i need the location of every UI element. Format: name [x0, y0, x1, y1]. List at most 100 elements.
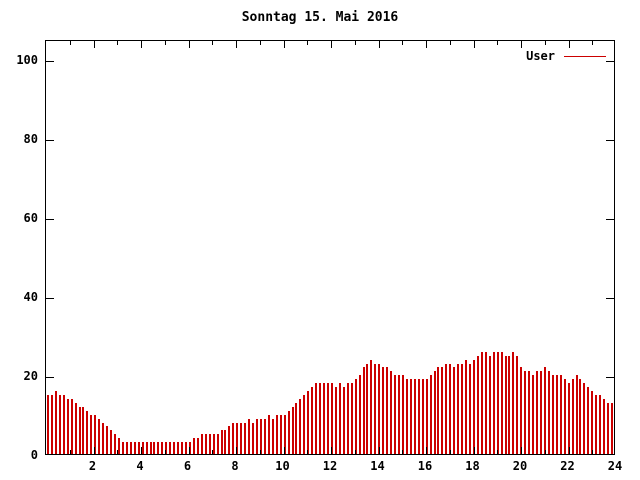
bar — [449, 363, 452, 454]
bar — [252, 422, 255, 454]
bar — [476, 355, 479, 454]
bar — [563, 379, 566, 454]
bar — [496, 351, 499, 454]
bar — [90, 414, 93, 454]
bar — [323, 383, 326, 454]
bar — [441, 367, 444, 454]
bar — [374, 363, 377, 454]
axis-tick — [141, 41, 142, 48]
axis-tick — [606, 297, 614, 299]
bar — [480, 351, 483, 454]
bar — [256, 418, 259, 454]
bar — [185, 442, 188, 454]
axis-tick — [283, 41, 285, 48]
bars — [46, 41, 614, 454]
axis-tick — [46, 139, 54, 141]
bar — [212, 434, 215, 454]
x-tick-label: 16 — [417, 459, 433, 473]
bar — [145, 442, 148, 454]
bar — [224, 430, 227, 454]
bar — [405, 379, 408, 454]
bar — [461, 363, 464, 454]
axis-tick — [93, 447, 95, 454]
axis-tick — [236, 41, 237, 48]
bar — [54, 391, 57, 454]
bar — [366, 363, 369, 454]
bar — [149, 442, 152, 454]
bar — [409, 379, 412, 454]
axis-tick — [426, 41, 427, 48]
bar — [307, 391, 310, 454]
x-tick-label: 14 — [370, 459, 385, 473]
bar — [413, 379, 416, 454]
bar — [192, 438, 195, 454]
bar — [611, 402, 614, 454]
bar — [62, 395, 65, 454]
bar — [398, 375, 401, 454]
axis-tick — [544, 41, 546, 45]
bar — [362, 367, 365, 454]
bar — [121, 442, 124, 454]
bar — [78, 406, 81, 454]
bar — [421, 379, 424, 454]
axis-tick — [354, 41, 356, 45]
axis-tick — [164, 41, 166, 45]
bar — [583, 383, 586, 454]
bar — [346, 383, 349, 454]
bar — [275, 414, 278, 454]
x-tick-label: 10 — [275, 459, 290, 473]
bar — [338, 383, 341, 454]
bar — [216, 434, 219, 454]
y-axis-labels: 0 20 40 60 80 100 — [0, 0, 40, 480]
bar — [303, 395, 306, 454]
axis-tick — [331, 447, 332, 454]
axis-tick — [212, 450, 214, 454]
bar — [279, 414, 282, 454]
bar — [354, 379, 357, 454]
axis-tick — [141, 447, 142, 454]
x-tick-label: 12 — [322, 459, 338, 473]
x-tick-label: 20 — [512, 459, 528, 473]
axis-tick — [568, 447, 570, 454]
x-tick-label: 4 — [136, 459, 144, 473]
axis-tick — [236, 447, 237, 454]
bar — [551, 375, 554, 454]
bar — [500, 351, 503, 454]
axis-tick — [592, 450, 594, 454]
bar — [520, 367, 523, 454]
x-tick-label: 22 — [560, 459, 575, 473]
axis-tick — [544, 450, 546, 454]
axis-tick — [592, 41, 594, 45]
bar — [607, 402, 610, 454]
bar — [283, 414, 286, 454]
bar — [599, 395, 602, 454]
bar — [232, 422, 235, 454]
axis-tick — [521, 41, 522, 48]
bar — [137, 442, 140, 454]
x-tick-label: 24 — [607, 459, 623, 473]
axis-tick — [497, 41, 499, 45]
bar — [204, 434, 207, 454]
bar — [543, 367, 546, 454]
bar — [117, 438, 120, 454]
axis-tick — [473, 447, 475, 454]
axis-tick — [354, 450, 356, 454]
bar — [196, 438, 199, 454]
axis-tick — [69, 41, 71, 45]
bar — [177, 442, 180, 454]
bar — [516, 355, 519, 454]
bar — [244, 422, 247, 454]
bar — [394, 375, 397, 454]
axis-tick — [606, 376, 614, 378]
plot-area: User — [45, 40, 615, 455]
bar — [492, 351, 495, 454]
y-tick-label: 0 — [30, 448, 38, 462]
chart-title: Sonntag 15. Mai 2016 — [241, 10, 399, 25]
bar — [169, 442, 172, 454]
bar — [50, 395, 53, 454]
bar — [311, 387, 314, 454]
bar — [157, 442, 160, 454]
bar — [536, 371, 539, 454]
bar — [330, 383, 333, 454]
axis-tick — [188, 41, 190, 48]
